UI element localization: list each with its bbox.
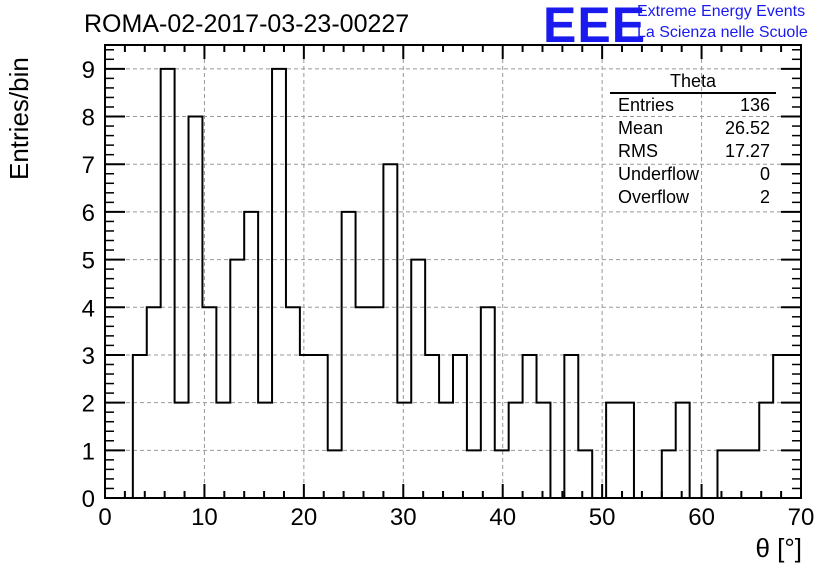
y-tick-label: 8 [82,105,95,132]
axis-ticks [104,45,802,499]
x-tick-label: 30 [390,504,417,531]
chart-title: ROMA-02-2017-03-23-00227 [84,10,410,38]
x-tick-label: 0 [98,504,111,531]
y-tick-label: 2 [82,391,95,418]
y-tick-label: 0 [82,486,95,513]
stats-box: Theta Entries 136 Mean 26.52 RMS 17.27 Unde… [610,70,776,209]
y-axis-label: Entries/bin [4,57,34,180]
stats-label: Mean [618,118,664,138]
x-tick-label: 10 [191,504,218,531]
x-tick-label: 60 [688,504,715,531]
stats-title: Theta [610,70,776,94]
x-tick-label: 40 [489,504,516,531]
histogram-series [105,67,802,499]
stats-label: Entries [618,95,675,115]
eee-logo: EEE [543,0,647,53]
stats-label: Overflow [618,187,690,207]
y-tick-label: 6 [82,200,95,227]
y-tick-label: 9 [82,57,95,84]
stats-row-entries: Entries 136 [610,94,776,117]
stats-row-mean: Mean 26.52 [610,117,776,140]
stats-value: 17.27 [724,141,770,161]
logo-subtitle-1: Extreme Energy Events [637,3,806,20]
x-axis-label: θ [°] [755,533,802,563]
x-tick-label: 20 [291,504,318,531]
logo-subtitle-2: La Scienza nelle Scuole [637,24,808,41]
stats-label: RMS [618,141,658,161]
y-tick-label: 7 [82,152,95,179]
plot-frame [104,44,802,499]
x-tick-label: 50 [589,504,616,531]
x-tick-label: 70 [788,504,815,531]
y-tick-label: 3 [82,343,95,370]
stats-value: 26.52 [724,118,770,138]
stats-value: 0 [759,164,770,184]
y-tick-label: 5 [82,248,95,275]
stats-value: 2 [759,187,770,207]
stats-label: Underflow [618,164,700,184]
stats-row-rms: RMS 17.27 [610,140,776,163]
y-tick-label: 4 [82,295,95,322]
y-tick-label: 1 [82,438,95,465]
stats-value: 136 [739,95,770,115]
stats-row-overflow: Overflow 2 [610,186,776,209]
stats-row-underflow: Underflow 0 [610,163,776,186]
